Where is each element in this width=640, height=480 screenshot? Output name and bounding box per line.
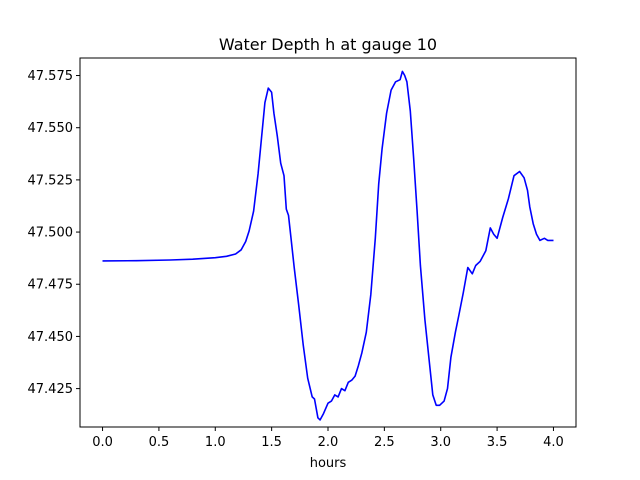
x-tick-label: 2.5 — [374, 435, 395, 450]
x-tick-label: 4.0 — [543, 435, 564, 450]
y-tick-label: 47.425 — [28, 382, 74, 397]
series-layer — [102, 70, 554, 421]
y-tick-label: 47.575 — [28, 69, 74, 84]
x-tick-label: 2.0 — [318, 435, 339, 450]
y-tick-label: 47.550 — [28, 121, 74, 136]
y-tick-label: 47.475 — [28, 278, 74, 293]
chart-title: Water Depth h at gauge 10 — [219, 35, 437, 54]
x-tick-label: 0.0 — [92, 435, 113, 450]
x-tick-label: 0.5 — [149, 435, 170, 450]
x-tick-label: 1.5 — [261, 435, 282, 450]
x-tick-label: 3.0 — [430, 435, 451, 450]
y-tick-label: 47.525 — [28, 173, 74, 188]
plot-area — [80, 58, 576, 427]
series-line — [102, 70, 554, 421]
y-axis-ticks: 47.425 47.450 47.475 47.500 47.525 47.550 47.5… — [28, 69, 80, 397]
x-axis-ticks: 0.0 0.5 1.0 1.5 2.0 2.5 3.0 3.5 4.0 — [92, 427, 564, 450]
x-axis-label: hours — [310, 456, 347, 471]
plot-frame — [79, 57, 577, 428]
y-tick-label: 47.450 — [28, 330, 74, 345]
x-tick-label: 3.5 — [487, 435, 508, 450]
x-tick-label: 1.0 — [205, 435, 226, 450]
y-tick-label: 47.500 — [28, 226, 74, 241]
